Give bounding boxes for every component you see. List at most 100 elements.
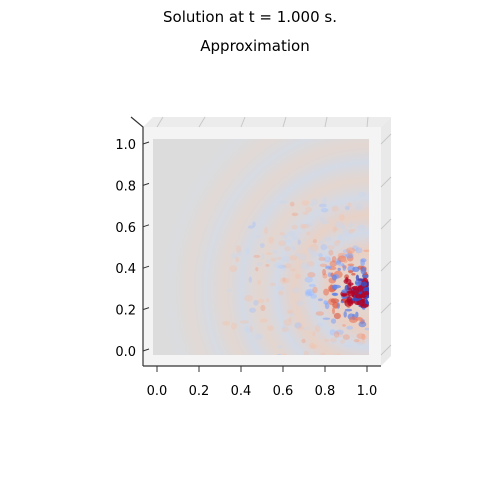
field-speckle xyxy=(301,338,306,344)
field-speckle xyxy=(308,290,313,297)
field-speckle xyxy=(338,257,345,261)
y-tick-mark xyxy=(142,307,150,311)
field-speckle xyxy=(270,257,277,262)
field-speckle xyxy=(328,249,334,256)
field-speckle xyxy=(310,293,317,299)
field-speckle xyxy=(346,247,356,254)
field-speckle xyxy=(347,202,352,207)
field-speckle xyxy=(339,214,345,221)
field-speckle xyxy=(332,226,337,233)
field-speckle xyxy=(289,312,294,316)
field-speckle xyxy=(309,342,316,349)
field-speckle xyxy=(327,272,332,278)
field-speckle xyxy=(244,326,250,332)
field-speckle xyxy=(320,220,330,225)
field-speckle xyxy=(287,309,294,314)
field-speckle xyxy=(268,236,274,244)
field-speckle xyxy=(268,367,274,373)
field-speckle xyxy=(352,266,360,272)
field-speckle xyxy=(348,269,352,274)
y-tick-label: 0.2 xyxy=(115,304,136,319)
field-speckle xyxy=(344,205,350,211)
field-speckle xyxy=(282,277,286,283)
y-tick-mark xyxy=(142,265,150,269)
field-speckle xyxy=(355,311,359,318)
field-speckle xyxy=(269,282,276,287)
field-speckle xyxy=(342,249,351,254)
field-speckle xyxy=(344,308,353,312)
field-speckle xyxy=(253,254,261,258)
field-speckle xyxy=(355,203,363,211)
field-speckle xyxy=(305,207,313,213)
field-speckle xyxy=(281,325,286,330)
field-speckle xyxy=(358,321,367,328)
field-speckle xyxy=(312,331,316,337)
field-speckle xyxy=(317,298,323,302)
field-speckle xyxy=(319,203,327,208)
field-speckle xyxy=(305,291,311,295)
field-speckle xyxy=(340,374,345,379)
field-speckle xyxy=(320,244,328,251)
field-speckle xyxy=(257,298,265,304)
field-speckle xyxy=(277,345,283,349)
field-speckle xyxy=(294,253,299,257)
axes-title: Approximation xyxy=(200,37,310,55)
field-speckle xyxy=(342,324,346,327)
field-speckle xyxy=(290,268,296,272)
field-speckle xyxy=(323,339,330,342)
field-speckle xyxy=(333,312,341,320)
field-speckle xyxy=(323,288,329,296)
field-speckle xyxy=(288,317,292,322)
field-speckle xyxy=(301,200,310,206)
field-speckle xyxy=(361,298,365,303)
field-speckle xyxy=(336,353,341,355)
field-speckle xyxy=(305,222,313,227)
field-speckle xyxy=(294,322,302,329)
field-speckle xyxy=(330,337,337,343)
y-tick-label: 0.4 xyxy=(115,262,136,277)
field-speckle xyxy=(332,284,338,290)
field-speckle xyxy=(332,274,337,281)
field-speckle xyxy=(353,339,360,343)
field-speckle xyxy=(326,245,336,250)
field-speckle xyxy=(259,243,265,248)
field-speckle xyxy=(346,290,355,294)
field-speckle xyxy=(331,256,337,263)
field-speckle xyxy=(337,331,343,338)
field-speckle xyxy=(239,320,249,324)
field-speckle xyxy=(361,333,366,341)
field-speckle xyxy=(247,225,255,229)
field-speckle xyxy=(330,298,340,304)
field-speckle xyxy=(330,318,337,324)
field-speckle xyxy=(312,239,317,244)
field-speckle xyxy=(310,371,319,378)
field-speckle xyxy=(278,290,284,296)
field-speckle xyxy=(260,304,266,312)
field-speckle xyxy=(333,331,340,338)
field-speckle xyxy=(306,262,310,270)
field-speckle xyxy=(278,240,287,247)
field-speckle xyxy=(312,286,318,294)
field-speckle xyxy=(360,303,369,308)
field-speckle xyxy=(274,262,283,269)
field-speckle xyxy=(230,253,238,259)
field-speckle xyxy=(335,329,344,335)
field-speckle xyxy=(343,229,352,237)
field-speckle xyxy=(317,322,324,327)
field-speckle xyxy=(324,256,331,263)
field-speckle xyxy=(363,375,371,379)
field-speckle xyxy=(320,208,329,213)
field-speckle xyxy=(281,326,289,333)
field-speckle xyxy=(296,300,304,307)
field-speckle xyxy=(356,339,366,345)
field-speckle xyxy=(348,385,355,390)
field-speckle xyxy=(348,229,354,234)
field-speckle xyxy=(318,354,324,355)
field-speckle xyxy=(301,327,310,330)
figure-suptitle: Solution at t = 1.000 s. xyxy=(163,8,337,26)
field-speckle xyxy=(284,239,292,243)
field-speckle xyxy=(341,293,348,297)
field-speckle xyxy=(295,273,301,279)
field-speckle xyxy=(300,262,309,270)
